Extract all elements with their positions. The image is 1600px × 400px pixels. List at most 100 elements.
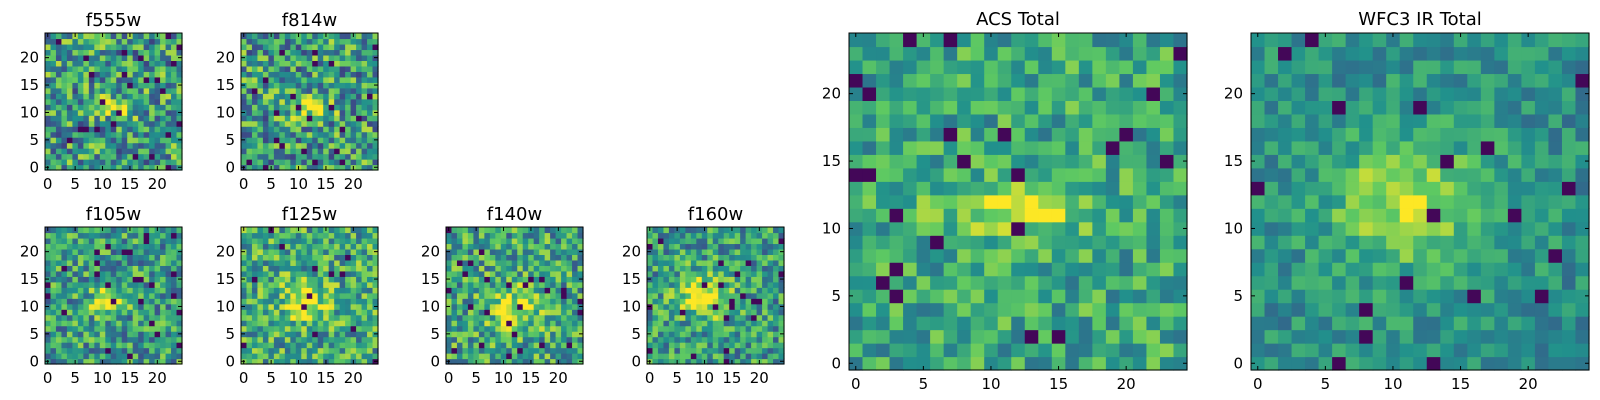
heatmap-cell [132,164,139,171]
heatmap-cell [1011,46,1026,61]
heatmap-cell [339,137,346,144]
heatmap-cell [339,104,346,111]
heatmap-cell [154,243,161,250]
heatmap-cell [171,243,178,250]
heatmap-cell [306,314,313,321]
heatmap-cell [77,276,84,283]
heatmap-cell [165,137,172,144]
heatmap-cell [45,243,52,250]
heatmap-cell [1065,140,1080,155]
heatmap-cell [762,248,769,255]
heatmap-cell [334,265,341,272]
heatmap-cell [495,358,502,365]
heatmap-cell [55,331,63,338]
heatmap-cell [306,153,313,160]
heatmap-cell [241,237,248,245]
heatmap-cell [149,148,156,155]
heatmap-cell [1386,194,1401,209]
heatmap-cell [50,115,57,122]
heatmap-cell [696,248,703,255]
heatmap-cell [55,320,63,327]
heatmap-cell [1494,167,1509,182]
heatmap-cell [1399,289,1414,304]
heatmap-cell [462,292,469,299]
heatmap-cell [262,76,269,83]
heatmap-cell [1386,275,1401,290]
heatmap-cell [903,33,918,48]
heatmap-cell [372,287,379,294]
heatmap-cell [550,270,557,277]
heatmap-cell [176,254,183,261]
heatmap-cell [127,254,134,261]
heatmap-cell [1561,343,1577,358]
heatmap-cell [105,164,112,171]
heatmap-cell [506,314,513,321]
heatmap-cell [334,248,341,255]
heatmap-cell [339,115,346,122]
heatmap-cell [751,358,758,365]
heatmap-cell [484,243,491,250]
heatmap-cell [334,153,341,160]
heatmap-cell [984,316,999,331]
heatmap-cell [1051,33,1066,48]
heatmap-cell [943,113,958,128]
heatmap-cell [1159,262,1175,277]
heatmap-cell [88,320,95,327]
heatmap-cell [930,33,945,48]
heatmap-cell [262,336,269,343]
heatmap-cell [273,227,280,234]
heatmap-cell [1278,248,1293,263]
y-tick-label: 20 [20,243,39,261]
heatmap-cell [66,148,73,155]
heatmap-cell [165,259,172,266]
heatmap-cell [489,227,496,234]
heatmap-cell [361,259,368,266]
heatmap-cell [1146,343,1161,358]
heatmap-cell [984,100,999,115]
heatmap-cell [1065,127,1080,142]
heatmap-cell [462,281,469,288]
heatmap-cell [77,320,84,327]
heatmap-cell [500,243,507,250]
heatmap-cell [88,353,95,360]
heatmap-cell [707,270,714,277]
heatmap-cell [729,298,736,305]
heatmap-cell [50,87,57,94]
heatmap-cell [149,98,156,105]
heatmap-cell [334,287,341,294]
heatmap-cell [317,159,324,166]
heatmap-cell [334,303,341,310]
heatmap-cell [66,325,73,332]
heatmap-cell [99,87,106,94]
heatmap-cell [328,358,335,365]
heatmap-cell [446,243,453,250]
heatmap-cell [290,159,297,166]
heatmap-cell [701,281,708,288]
heatmap-cell [116,281,123,288]
heatmap-cell [1521,316,1536,331]
heatmap-cell [773,254,780,261]
heatmap-cell [246,232,253,239]
heatmap-cell [916,316,931,331]
heatmap-cell [121,82,128,89]
heatmap-cell [323,148,330,155]
heatmap-cell [50,276,57,283]
heatmap-cell [1078,127,1093,142]
heatmap-cell [1561,302,1577,317]
heatmap-cell [171,43,178,51]
heatmap-cell [306,137,313,144]
heatmap-cell [957,343,972,358]
heatmap-cell [154,309,161,316]
heatmap-cell [1038,100,1053,115]
heatmap-cell [495,232,502,239]
heatmap-cell [171,76,178,83]
heatmap-cell [539,276,546,283]
heatmap-cell [1278,221,1293,236]
heatmap-cell [762,287,769,294]
heatmap-cells [45,227,183,365]
heatmap-cell [171,259,178,266]
heatmap-cell [533,259,540,266]
heatmap-cell [165,82,172,89]
heatmap-cell [273,126,280,133]
x-tick-label: 20 [148,175,167,193]
